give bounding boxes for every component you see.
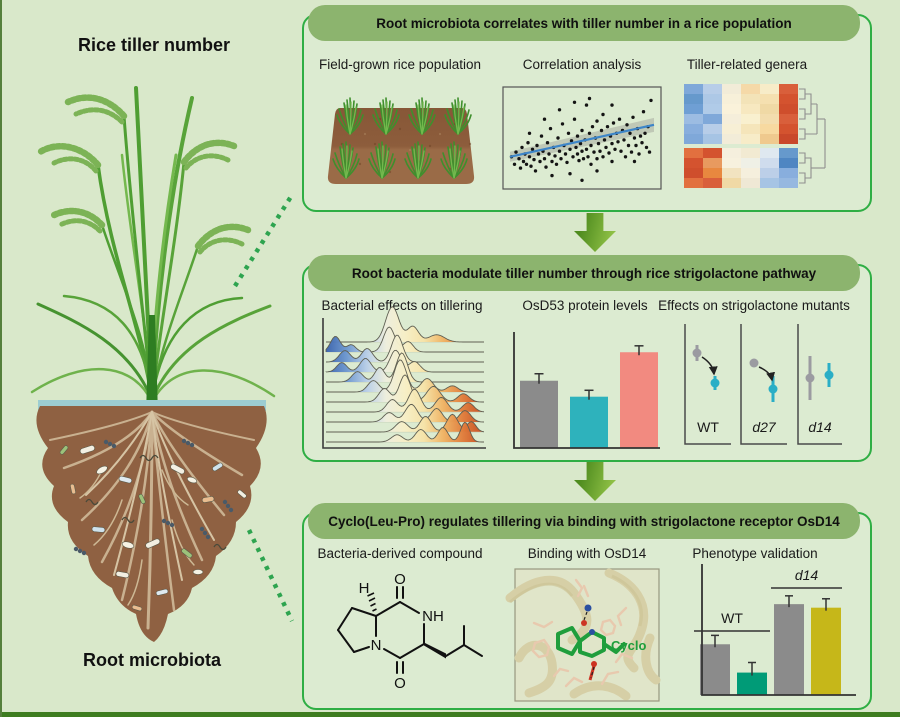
group-label: d14 bbox=[795, 567, 819, 583]
panel-strigolactone-title: Root bacteria modulate tiller number thr… bbox=[308, 255, 860, 291]
teal-dot bbox=[710, 378, 720, 388]
mutant-label: d27 bbox=[752, 419, 777, 435]
sublabel-correlation-analysis: Correlation analysis bbox=[522, 57, 642, 72]
water-layer bbox=[38, 400, 266, 411]
mutant-label: d14 bbox=[808, 419, 832, 435]
osd53-bar-chart bbox=[513, 332, 660, 449]
sublabel-compound: Bacteria-derived compound bbox=[317, 546, 483, 561]
root-microbiota-label: Root microbiota bbox=[83, 650, 221, 670]
atom-o-bottom: O bbox=[394, 675, 406, 692]
residue-sticks bbox=[531, 578, 634, 688]
phenotype-bar bbox=[737, 672, 767, 695]
gray-dot bbox=[749, 358, 759, 368]
phenotype-bar bbox=[774, 604, 804, 695]
connector-dashed-line-top bbox=[233, 193, 294, 288]
teal-dot bbox=[824, 370, 834, 380]
nitrogen-atom bbox=[584, 604, 592, 612]
ridge-axes bbox=[322, 318, 486, 449]
cyclo-ligand-label: Cyclo bbox=[611, 638, 646, 653]
cyclo-ligand: Cyclo bbox=[556, 604, 646, 681]
rice-shoot bbox=[30, 86, 276, 414]
ribbon-shading bbox=[509, 574, 643, 627]
atom-n: N bbox=[371, 637, 382, 654]
dendrogram bbox=[799, 88, 826, 184]
gray-dot bbox=[805, 373, 815, 383]
sublabel-mutant-effects: Effects on strigolactone mutants bbox=[658, 298, 850, 313]
stereo-hash-wedge bbox=[367, 592, 377, 612]
pheno-axes bbox=[701, 564, 856, 696]
mutant-label: WT bbox=[697, 419, 719, 435]
rice-tiller-number-label: Rice tiller number bbox=[77, 35, 231, 55]
connector-dashed-line-bottom bbox=[246, 529, 295, 622]
stereo-bold-wedge bbox=[424, 642, 446, 659]
rice-plant-illustration bbox=[30, 86, 295, 642]
figure-bottom-rule bbox=[2, 712, 900, 717]
shift-arrow bbox=[701, 356, 718, 376]
root-system bbox=[49, 410, 255, 630]
rice-panicles bbox=[36, 94, 252, 255]
sublabel-binding-osd14: Binding with OsD14 bbox=[527, 546, 647, 561]
hydrogen-bonds bbox=[583, 611, 595, 679]
atom-nh: NH bbox=[422, 608, 444, 625]
osd14-binding-pocket: Cyclo bbox=[505, 568, 661, 702]
genera-heatmap bbox=[684, 84, 826, 188]
field-illustration bbox=[327, 97, 475, 184]
phenotype-bar bbox=[700, 644, 730, 695]
bar-axes bbox=[513, 332, 660, 449]
sublabel-field-population: Field-grown rice population bbox=[318, 57, 482, 72]
group-label: WT bbox=[721, 610, 743, 626]
oxygen-atom bbox=[581, 620, 587, 626]
panel-correlation-title: Root microbiota correlates with tiller n… bbox=[308, 5, 860, 41]
soil-microbes bbox=[59, 438, 247, 612]
phenotype-bar-chart: WT d14 bbox=[694, 564, 856, 696]
cyclo-leu-pro-structure: O NH N O H bbox=[337, 571, 483, 692]
sublabel-bacterial-effects: Bacterial effects on tillering bbox=[321, 298, 483, 313]
osd53-bar bbox=[520, 380, 558, 448]
teal-dot bbox=[768, 384, 778, 394]
atom-h: H bbox=[359, 580, 370, 597]
osd53-bar bbox=[620, 352, 658, 448]
tillering-ridgeline-plot bbox=[322, 306, 486, 449]
regression-line bbox=[509, 123, 655, 158]
sublabel-osd53-levels: OsD53 protein levels bbox=[522, 298, 648, 313]
gray-dot bbox=[692, 348, 702, 358]
flow-arrow-2 bbox=[574, 462, 616, 501]
flow-arrow-1 bbox=[574, 213, 616, 252]
shift-arrow bbox=[758, 366, 776, 382]
sublabel-phenotype-validation: Phenotype validation bbox=[692, 546, 818, 561]
correlation-scatter-plot bbox=[502, 86, 662, 190]
panel-cyclo-title: Cyclo(Leu-Pro) regulates tillering via b… bbox=[308, 503, 860, 539]
osd53-bar bbox=[570, 396, 608, 448]
phenotype-bar bbox=[811, 607, 841, 695]
atom-o-top: O bbox=[394, 571, 406, 588]
mutant-dot-panels: WT d27 d14 bbox=[684, 324, 842, 445]
sublabel-tiller-genera: Tiller-related genera bbox=[686, 57, 808, 72]
